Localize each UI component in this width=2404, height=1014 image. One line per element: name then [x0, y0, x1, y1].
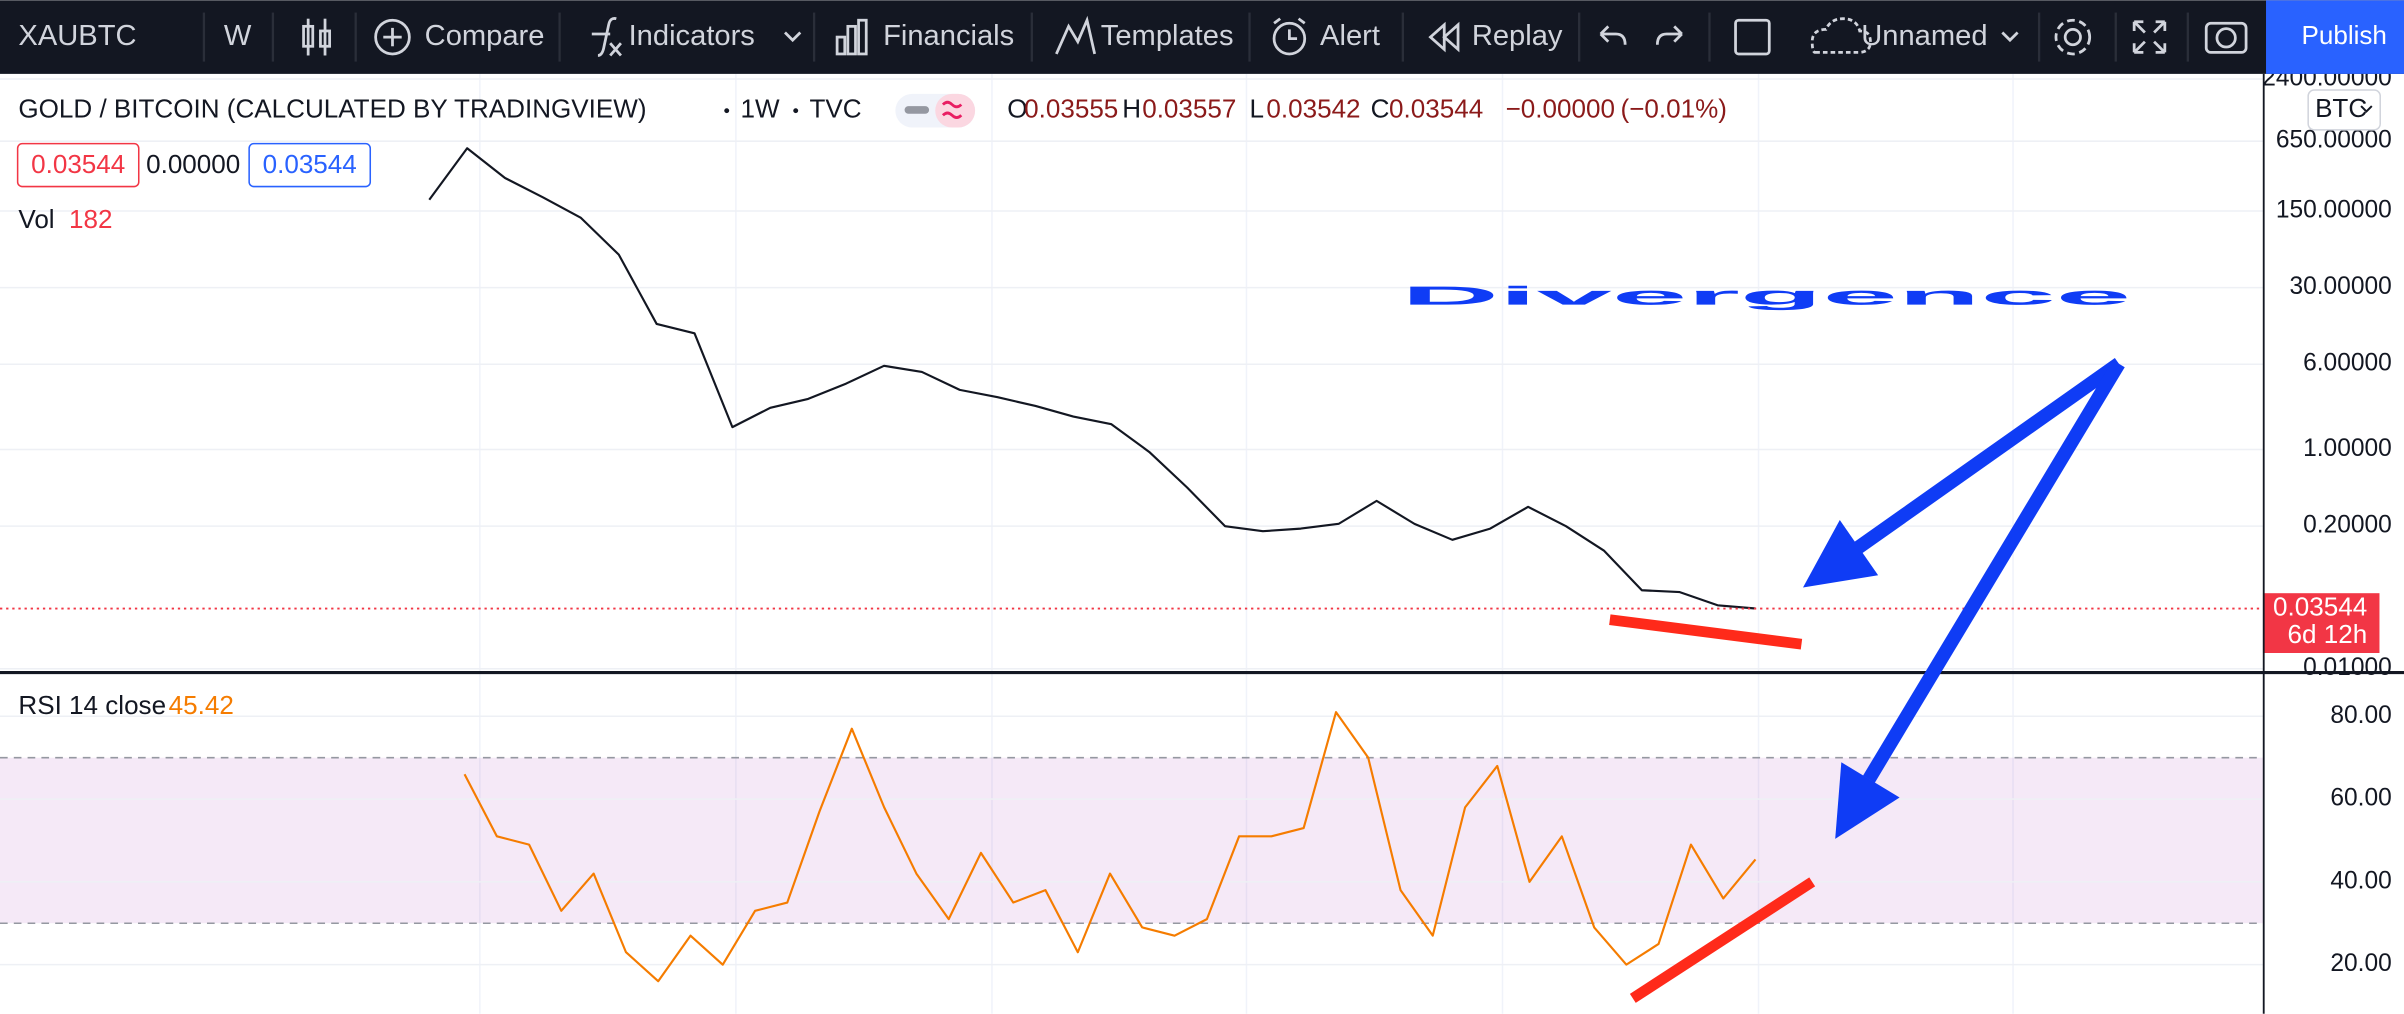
ask-box[interactable] — [248, 142, 372, 188]
arrow-head — [1835, 762, 1900, 839]
y-tick-label: 6.00000 — [2303, 350, 2392, 377]
dropdown-icon[interactable] — [784, 31, 802, 43]
publish-button[interactable] — [2266, 0, 2404, 74]
compare-icon[interactable] — [374, 18, 411, 56]
countdown-label: 6d 12h — [2288, 619, 2368, 649]
financials-button[interactable]: Financials — [883, 20, 1014, 52]
currency-selector[interactable] — [2307, 89, 2382, 131]
volume-label: Vol — [18, 204, 54, 234]
layout-name[interactable]: Unnamed — [1861, 20, 1987, 52]
status-icon — [904, 106, 930, 114]
financials-icon[interactable] — [835, 18, 868, 56]
chart-type-icon[interactable] — [302, 18, 332, 56]
last-price-box — [2262, 593, 2380, 653]
status-icon — [941, 100, 963, 119]
rsi-value: 45.42 — [169, 690, 234, 720]
ohlc-label: O — [1007, 94, 1027, 124]
ohlc-value: 0.03555 — [1024, 94, 1118, 124]
rsi-title: RSI 14 close — [18, 690, 166, 720]
y-tick-label: 30.00000 — [2289, 273, 2391, 300]
y-tick-label: 650.00000 — [2276, 127, 2392, 154]
y-tick-label: 1.00000 — [2303, 435, 2392, 462]
indicators-icon[interactable] — [591, 17, 622, 57]
change-percent: (−0.01%) — [1621, 94, 1727, 124]
separator-dot — [793, 108, 799, 114]
alert-icon[interactable] — [1272, 17, 1307, 56]
annotation: Divergence — [1401, 281, 2131, 1003]
symbol[interactable]: XAUBTC — [18, 20, 136, 52]
volume-value: 182 — [69, 204, 112, 234]
arrow-head — [1803, 520, 1879, 588]
ask: 0.03544 — [263, 149, 357, 179]
ohlc-label: L — [1250, 94, 1265, 124]
y-tick-label: 0.01000 — [2303, 654, 2392, 681]
bid: 0.03544 — [31, 149, 125, 179]
replay-button[interactable]: Replay — [1472, 20, 1563, 52]
interval-button[interactable]: W — [224, 20, 252, 52]
spread: 0.00000 — [146, 149, 240, 179]
price-line — [428, 147, 1756, 610]
interval: 1W — [741, 94, 780, 124]
price-line — [463, 711, 1757, 983]
publish-label: Publish — [2301, 20, 2386, 50]
ohlc-value: 0.03557 — [1142, 94, 1236, 124]
ohlc-value: 0.03542 — [1266, 94, 1360, 124]
indicators-button[interactable]: Indicators — [629, 20, 755, 52]
trend-line — [1629, 877, 1816, 1003]
trend-line — [1609, 614, 1803, 650]
currency: BTC — [2315, 93, 2367, 123]
chevron — [2360, 105, 2373, 113]
legend: GOLD / BITCOIN (CALCULATED BY TRADINGVIE… — [16, 93, 1727, 720]
y-tick-label: 60.00 — [2330, 785, 2391, 812]
ohlc-label: H — [1122, 94, 1141, 124]
bid-box[interactable] — [16, 142, 140, 188]
last-price-label: 0.03544 — [2273, 591, 2367, 621]
templates-button[interactable]: Templates — [1101, 20, 1234, 52]
alert-button[interactable]: Alert — [1320, 20, 1380, 52]
undo-icon[interactable] — [1599, 25, 1627, 45]
arrow — [1863, 360, 2125, 783]
arrow — [1854, 358, 2123, 554]
settings-icon[interactable] — [2054, 18, 2092, 56]
replay-icon[interactable] — [1428, 21, 1460, 53]
compare-button[interactable]: Compare — [425, 20, 545, 52]
dropdown-icon[interactable] — [2001, 31, 2019, 43]
toolbar: XAUBTC W Compare Indicators Financials T… — [0, 0, 2404, 74]
y-tick-label: 20.00 — [2330, 950, 2391, 977]
status-icon — [935, 93, 976, 128]
snapshot-icon[interactable] — [2204, 21, 2248, 54]
y-tick-label: 150.00000 — [2276, 196, 2392, 223]
templates-icon[interactable] — [1055, 15, 1097, 55]
y-tick-label: 40.00 — [2330, 867, 2391, 894]
ohlc-label: C — [1371, 94, 1390, 124]
annotation-text: Divergence — [1401, 281, 2131, 311]
y-tick-label: 80.00 — [2330, 702, 2391, 729]
y-tick-label: 0.20000 — [2303, 512, 2392, 539]
cloud-icon[interactable] — [1810, 17, 1872, 54]
ohlc-value: 0.03544 — [1389, 94, 1483, 124]
change: −0.00000 — [1506, 94, 1615, 124]
time-grid — [479, 73, 2014, 1014]
fullscreen-icon[interactable] — [2132, 20, 2167, 54]
symbol-title: GOLD / BITCOIN (CALCULATED BY TRADINGVIE… — [18, 94, 646, 124]
redo-icon[interactable] — [1655, 25, 1683, 45]
layout-icon[interactable] — [1734, 18, 1771, 56]
toolbar-separators — [202, 12, 2189, 62]
exchange: TVC — [810, 94, 862, 124]
separator-dot — [724, 108, 730, 114]
rsi-band — [0, 757, 2263, 924]
plot-layer: 2400.00000650.00000150.0000030.000006.00… — [0, 64, 2392, 983]
